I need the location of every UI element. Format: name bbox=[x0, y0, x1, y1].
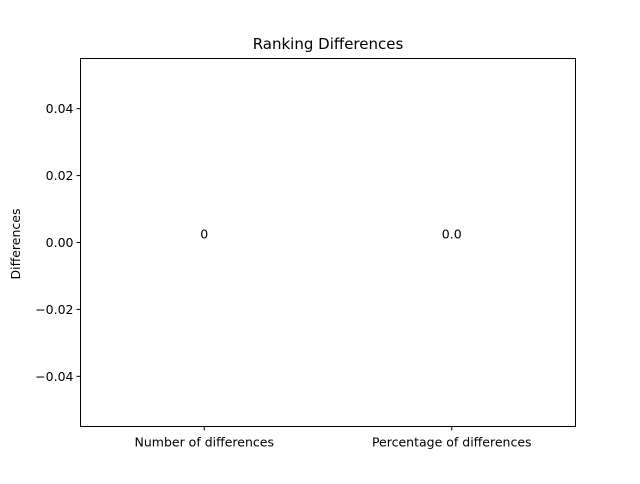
chart-title: Ranking Differences bbox=[253, 35, 404, 53]
x-tick-label: Number of differences bbox=[135, 435, 274, 450]
data-label: 0 bbox=[200, 227, 208, 242]
data-label: 0.0 bbox=[442, 227, 462, 242]
x-tick-label: Percentage of differences bbox=[372, 435, 532, 450]
y-tick-label: 0.02 bbox=[46, 168, 74, 183]
y-tick-label: 0.04 bbox=[46, 101, 74, 116]
y-tick-label: 0.00 bbox=[46, 235, 74, 250]
plot-frame bbox=[80, 58, 576, 427]
y-tick-label: −0.02 bbox=[35, 302, 73, 317]
y-tick-label: −0.04 bbox=[35, 369, 73, 384]
y-axis-label: Differences bbox=[8, 209, 23, 280]
